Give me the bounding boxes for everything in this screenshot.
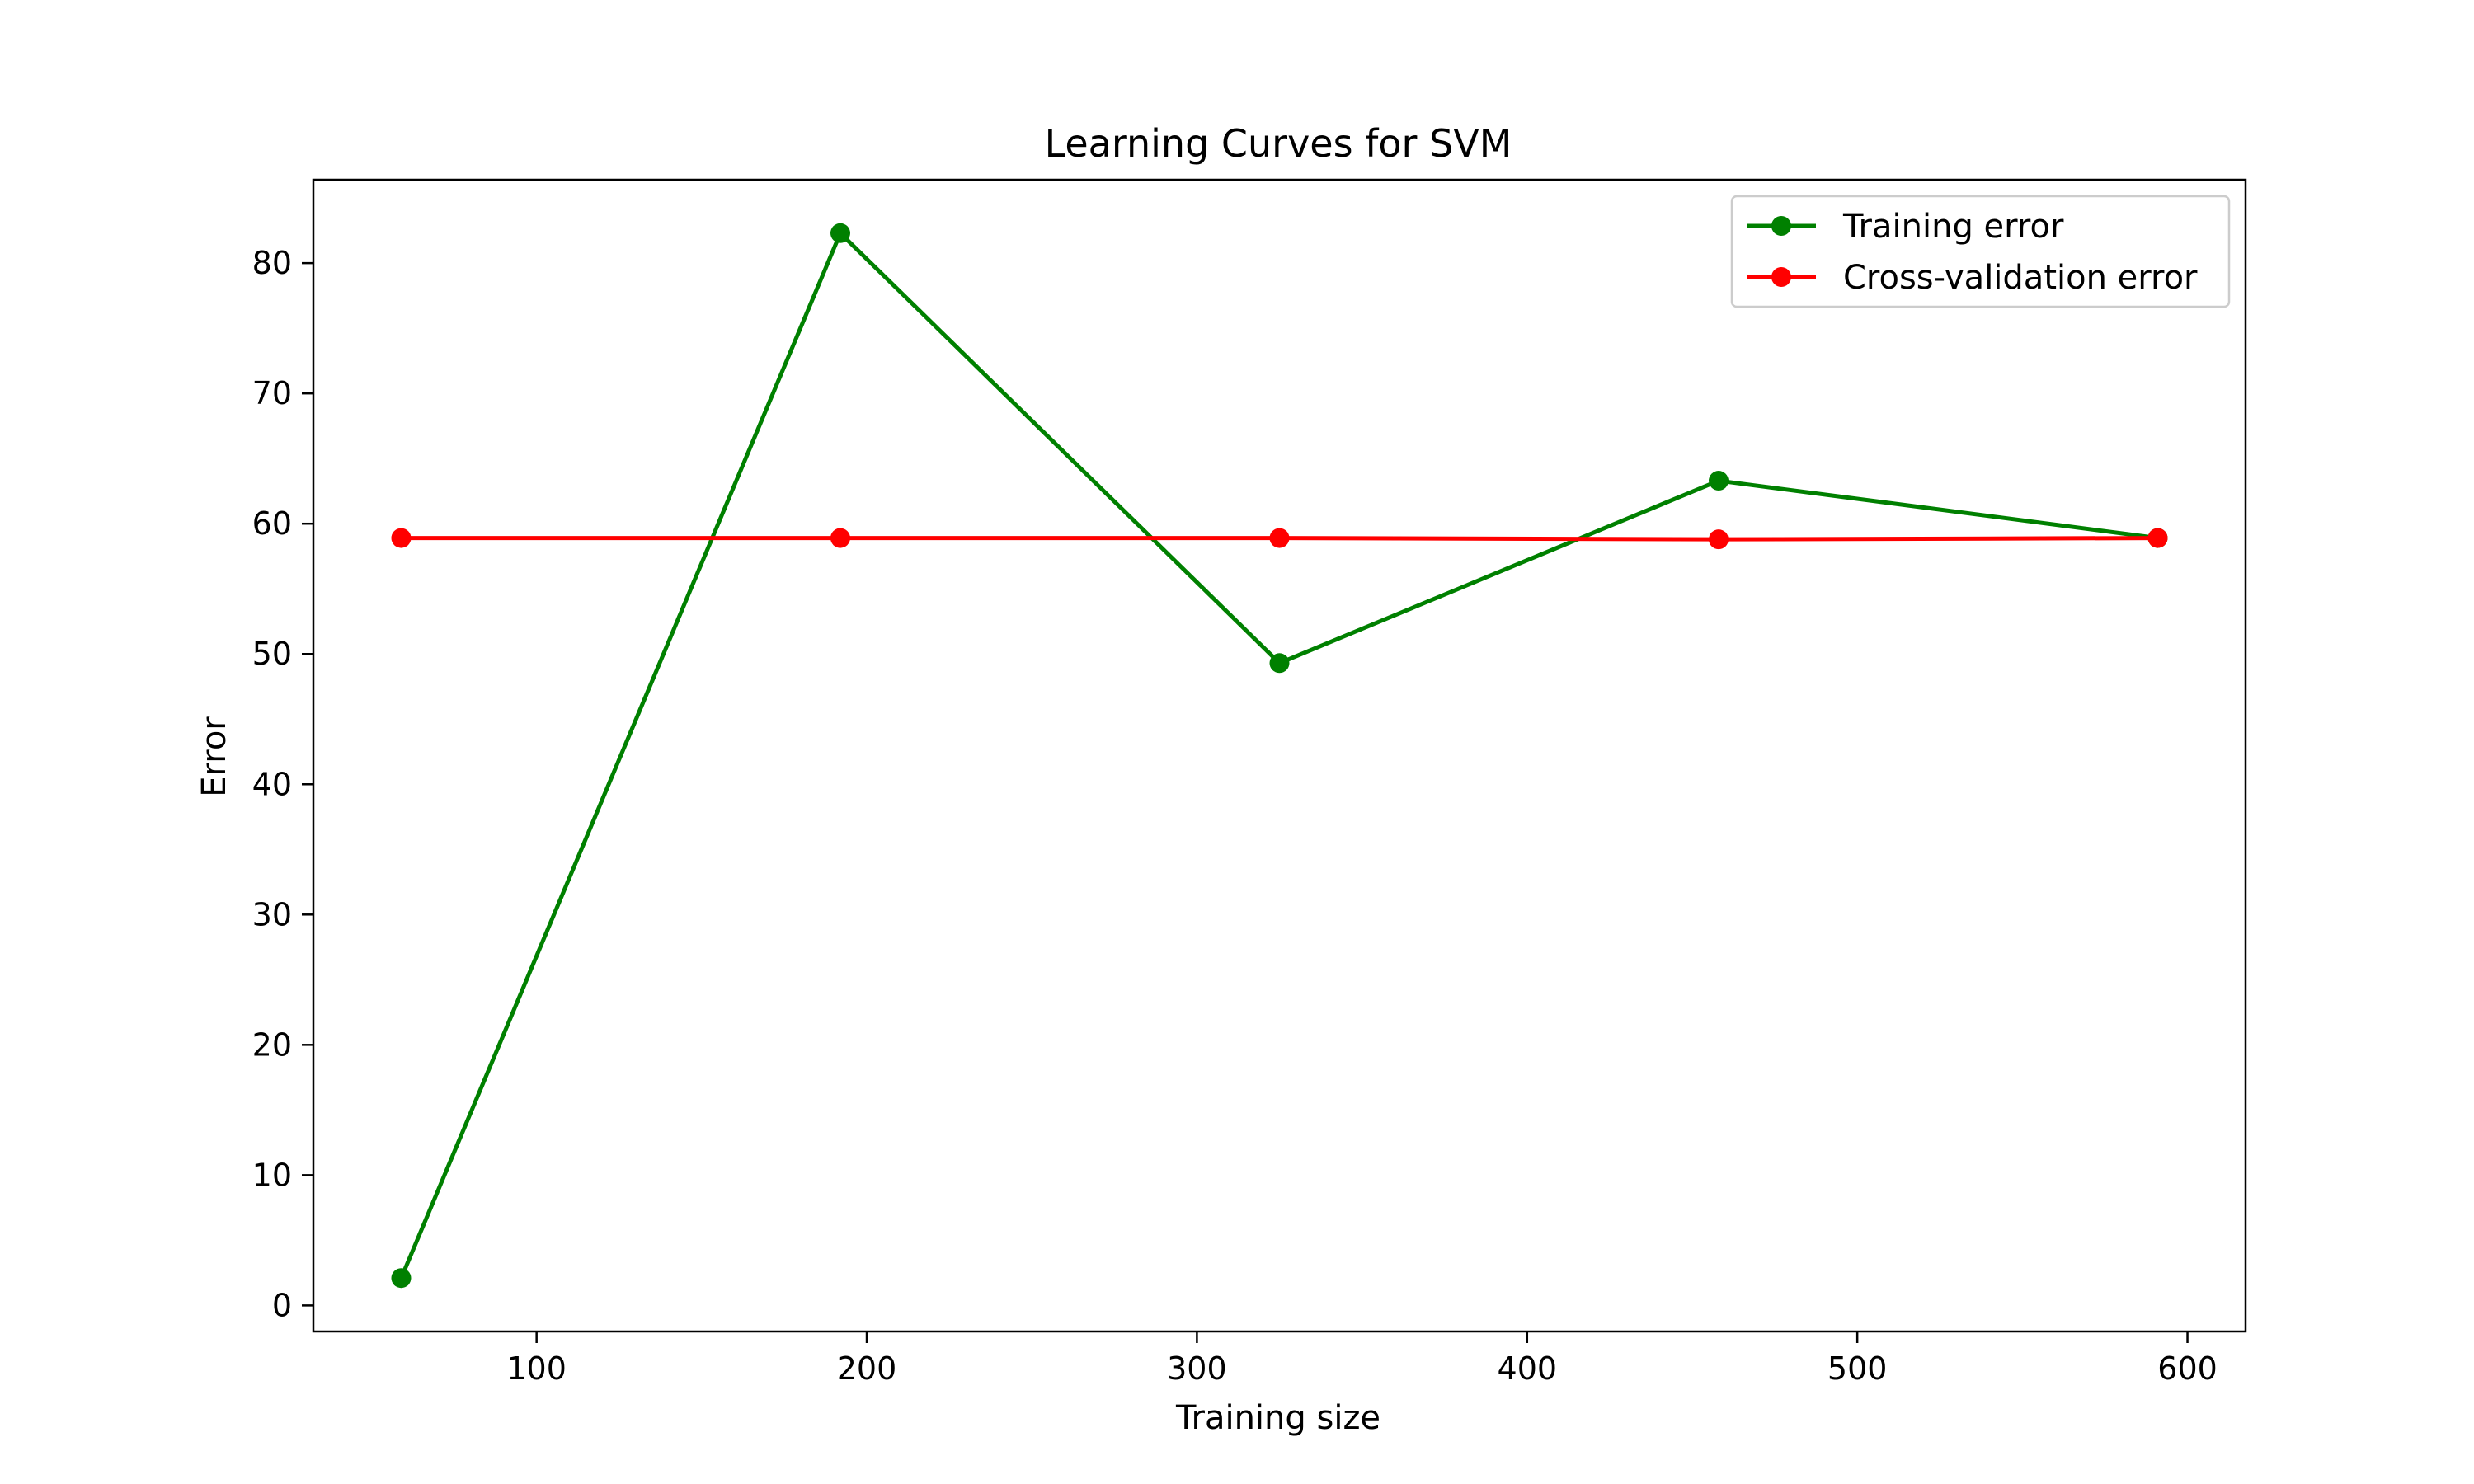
legend-label: Training error bbox=[1842, 208, 2064, 246]
x-tick-label: 400 bbox=[1498, 1350, 1558, 1387]
legend: Training error Cross-validation error bbox=[1730, 195, 2231, 308]
data-point bbox=[1709, 529, 1729, 550]
y-tick-label: 0 bbox=[272, 1287, 292, 1323]
y-axis-label: Error bbox=[195, 716, 233, 797]
data-point bbox=[2147, 528, 2168, 548]
y-tick-label: 40 bbox=[252, 766, 292, 802]
legend-box bbox=[1730, 195, 2231, 308]
x-tick-label: 100 bbox=[506, 1350, 567, 1387]
data-point bbox=[1709, 471, 1729, 491]
legend-marker bbox=[1771, 267, 1791, 287]
y-tick-label: 80 bbox=[252, 245, 292, 281]
x-tick-label: 500 bbox=[1827, 1350, 1888, 1387]
x-tick-label: 600 bbox=[2157, 1350, 2218, 1387]
data-point bbox=[830, 223, 850, 243]
y-axis: 0 10 20 30 40 50 60 70 80 bbox=[252, 245, 313, 1323]
x-tick-label: 200 bbox=[837, 1350, 897, 1387]
x-axis-label: Training size bbox=[1175, 1399, 1380, 1437]
y-tick-label: 30 bbox=[252, 896, 292, 932]
data-point bbox=[830, 528, 850, 548]
y-tick-label: 10 bbox=[252, 1157, 292, 1193]
y-tick-label: 20 bbox=[252, 1026, 292, 1063]
chart-title: Learning Curves for SVM bbox=[1045, 121, 1512, 166]
y-tick-label: 70 bbox=[252, 375, 292, 411]
y-tick-label: 50 bbox=[252, 636, 292, 672]
legend-label: Cross-validation error bbox=[1843, 259, 2198, 297]
x-axis: 100 200 300 400 500 600 bbox=[506, 1331, 2218, 1387]
data-point bbox=[1269, 528, 1290, 548]
plot-area bbox=[391, 223, 2168, 1289]
y-tick-label: 60 bbox=[252, 505, 292, 542]
x-tick-label: 300 bbox=[1167, 1350, 1227, 1387]
data-point bbox=[1269, 653, 1290, 674]
plot-frame bbox=[312, 178, 2247, 1333]
data-point bbox=[391, 528, 412, 548]
data-point bbox=[391, 1268, 412, 1289]
legend-marker bbox=[1771, 216, 1791, 236]
